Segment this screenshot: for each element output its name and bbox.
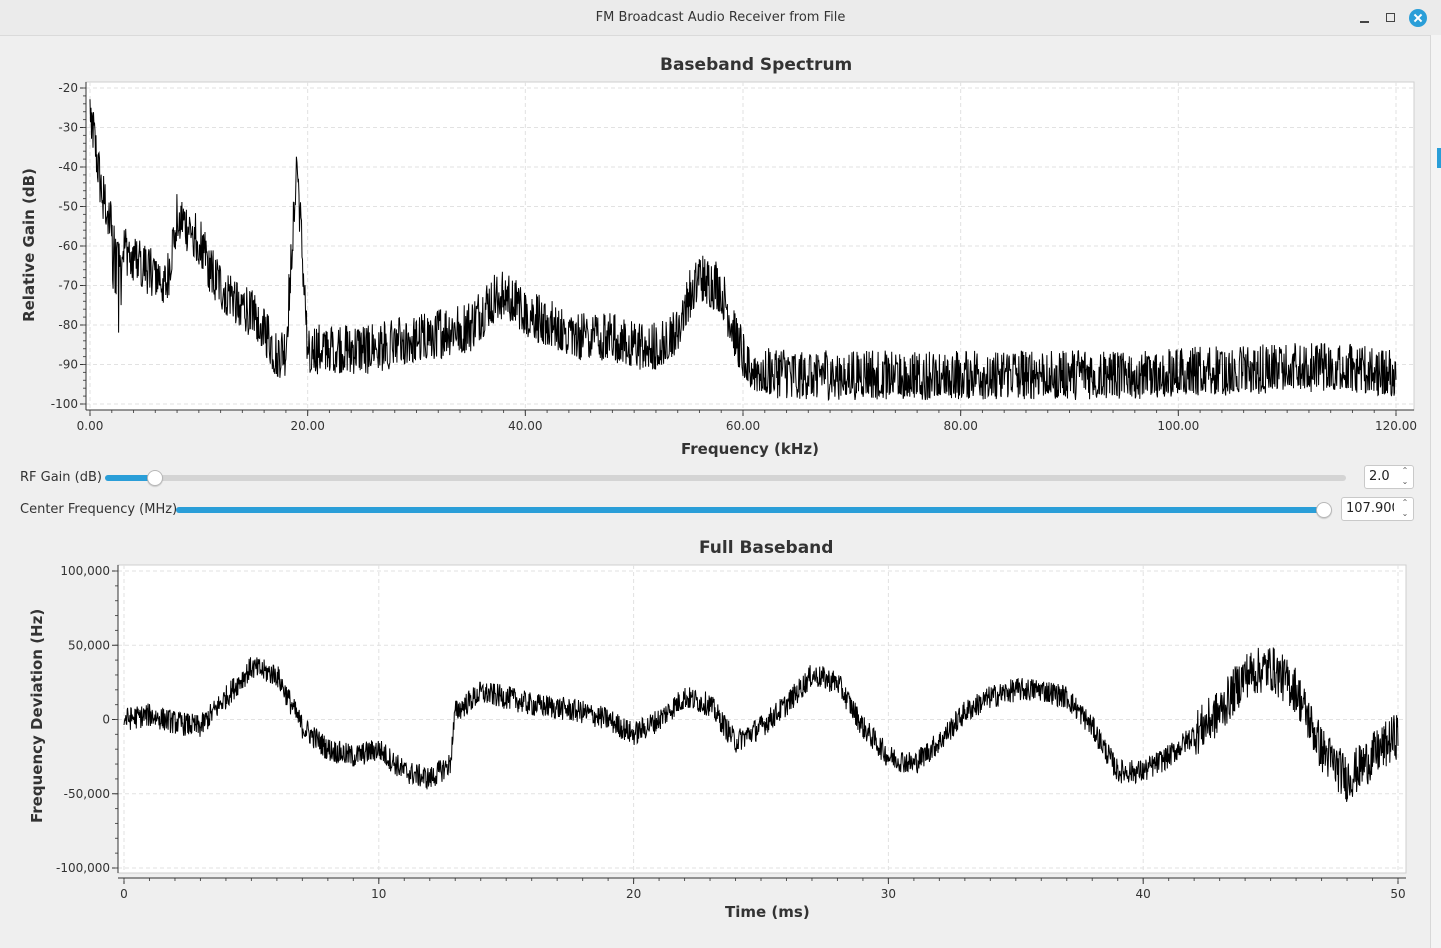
baseband-x-tick-label: 50 — [1390, 887, 1405, 901]
baseband-title: Full Baseband — [699, 538, 834, 558]
rf-gain-down-icon[interactable]: ⌄ — [1401, 477, 1409, 486]
background-window-accent — [1437, 148, 1441, 168]
spectrum-x-tick-label: 20.00 — [290, 419, 324, 433]
center-frequency-label: Center Frequency (MHz) — [20, 502, 178, 517]
baseband-x-tick-label: 20 — [626, 887, 641, 901]
spectrum-x-tick-label: 60.00 — [726, 419, 760, 433]
spectrum-x-tick-label: 80.00 — [943, 419, 977, 433]
spectrum-xlabel: Frequency (kHz) — [681, 440, 819, 458]
minimize-button[interactable] — [1356, 9, 1374, 27]
spectrum-y-tick-label: -90 — [58, 358, 78, 372]
background-window-edge — [1430, 35, 1441, 948]
center-frequency-slider-fill — [176, 507, 1324, 513]
center-frequency-down-icon[interactable]: ⌄ — [1401, 509, 1409, 518]
spectrum-x-tick-label: 0.00 — [77, 419, 104, 433]
rf-gain-slider[interactable] — [105, 470, 1346, 486]
close-button[interactable] — [1409, 9, 1427, 27]
rf-gain-slider-handle[interactable] — [146, 470, 163, 486]
baseband-y-tick-label: 100,000 — [60, 564, 110, 578]
center-frequency-input[interactable] — [1346, 500, 1394, 516]
title-bar[interactable]: FM Broadcast Audio Receiver from File — [0, 0, 1441, 36]
baseband-y-tick-label: 0 — [102, 713, 110, 727]
rf-gain-up-icon[interactable]: ⌃ — [1401, 466, 1409, 475]
spectrum-y-tick-label: -30 — [58, 121, 78, 135]
baseband-y-tick-label: -50,000 — [64, 787, 110, 801]
center-frequency-slider-handle[interactable] — [1316, 502, 1332, 518]
baseband-x-tick-label: 0 — [120, 887, 128, 901]
rf-gain-spinbox[interactable]: ⌃ ⌄ — [1364, 465, 1414, 489]
spectrum-y-tick-label: -70 — [58, 279, 78, 293]
spectrum-y-tick-label: -20 — [58, 81, 78, 95]
rf-gain-label: RF Gain (dB) — [20, 470, 102, 485]
baseband-x-tick-label: 10 — [371, 887, 386, 901]
spectrum-y-tick-label: -80 — [58, 318, 78, 332]
center-frequency-spinbox[interactable]: ⌃ ⌄ — [1341, 497, 1414, 521]
spectrum-y-tick-label: -40 — [58, 160, 78, 174]
baseband-trace-line — [123, 647, 1399, 802]
spectrum-y-tick-label: -60 — [58, 239, 78, 253]
maximize-button[interactable] — [1382, 9, 1400, 27]
window-title: FM Broadcast Audio Receiver from File — [595, 10, 846, 25]
baseband-x-tick-label: 40 — [1136, 887, 1151, 901]
spectrum-x-tick-label: 100.00 — [1157, 419, 1199, 433]
baseband-x-tick-label: 30 — [881, 887, 896, 901]
spectrum-trace-line — [89, 99, 1397, 402]
rf-gain-input[interactable] — [1369, 468, 1397, 484]
baseband-y-tick-label: -100,000 — [56, 861, 110, 875]
center-frequency-up-icon[interactable]: ⌃ — [1401, 498, 1409, 507]
center-frequency-slider[interactable] — [176, 502, 1332, 518]
rf-gain-slider-fill — [105, 475, 155, 481]
spectrum-y-tick-label: -50 — [58, 200, 78, 214]
baseband-y-tick-label: 50,000 — [68, 638, 110, 652]
spectrum-y-tick-label: -100 — [51, 397, 78, 411]
baseband-xlabel: Time (ms) — [725, 903, 810, 921]
spectrum-title: Baseband Spectrum — [660, 55, 853, 75]
spectrum-x-tick-label: 120.00 — [1375, 419, 1417, 433]
spectrum-x-tick-label: 40.00 — [508, 419, 542, 433]
